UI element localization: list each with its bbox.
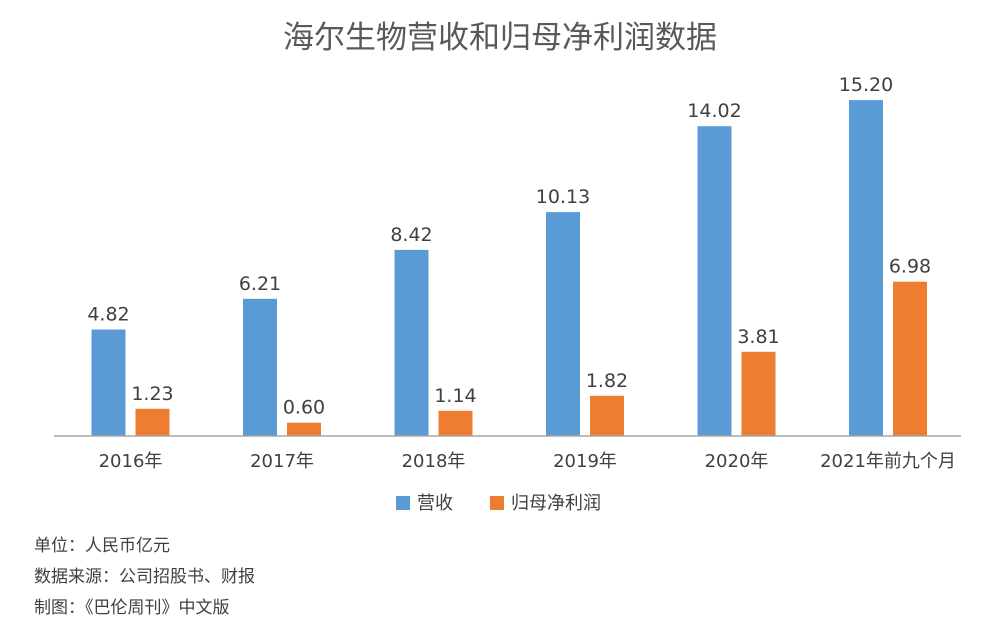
- bar-revenue-5: [849, 100, 883, 436]
- bar-revenue-2: [394, 249, 429, 436]
- x-tick-label-4: 2020年: [705, 451, 769, 472]
- data-label-net-profit-5: 6.98: [889, 256, 931, 278]
- data-label-net-profit-3: 1.82: [586, 370, 628, 392]
- data-label-revenue-3: 10.13: [536, 186, 590, 208]
- legend-swatch-net-profit: [490, 496, 504, 510]
- bar-net-profit-0: [135, 408, 170, 436]
- bar-revenue-4: [697, 126, 732, 436]
- x-tick-label-5: 2021年前九个月: [820, 451, 956, 472]
- x-tick-label-2: 2018年: [402, 451, 466, 472]
- legend: 营收 归母净利润: [396, 493, 601, 514]
- data-label-revenue-1: 6.21: [239, 273, 281, 295]
- legend-label-net-profit: 归母净利润: [511, 493, 601, 514]
- data-label-revenue-4: 14.02: [687, 100, 741, 122]
- data-label-revenue-2: 8.42: [390, 224, 432, 246]
- x-tick-layer: 2016年 2017年 2018年 2019年 2020年 2021年前九个月: [99, 451, 956, 472]
- x-tick-label-1: 2017年: [250, 451, 314, 472]
- data-label-net-profit-2: 1.14: [434, 385, 476, 407]
- bar-revenue-0: [91, 329, 126, 436]
- x-tick-label-0: 2016年: [99, 451, 163, 472]
- data-label-net-profit-4: 3.81: [737, 326, 779, 348]
- bar-net-profit-5: [893, 281, 927, 436]
- credit-note: 制图：《巴伦周刊》中文版: [34, 598, 230, 618]
- source-note: 数据来源：公司招股书、财报: [34, 567, 255, 587]
- bar-net-profit-4: [741, 351, 776, 436]
- legend-swatch-revenue: [396, 496, 410, 510]
- unit-note: 单位：人民币亿元: [34, 536, 170, 556]
- data-label-revenue-0: 4.82: [87, 304, 129, 326]
- bar-net-profit-3: [590, 395, 624, 436]
- chart-title: 海尔生物营收和归母净利润数据: [283, 20, 717, 56]
- bar-revenue-1: [243, 298, 277, 436]
- x-tick-label-3: 2019年: [553, 451, 617, 472]
- data-label-net-profit-1: 0.60: [283, 397, 325, 419]
- bar-net-profit-2: [438, 410, 473, 436]
- legend-label-revenue: 营收: [417, 493, 453, 514]
- data-label-net-profit-0: 1.23: [131, 383, 173, 405]
- bar-net-profit-1: [287, 422, 321, 436]
- bar-revenue-3: [546, 212, 580, 436]
- bar-layer: 4.82 6.21 8.42 10.13 14.02 15.20 1.23 0.60 1.14 1…: [87, 74, 931, 436]
- data-label-revenue-5: 15.20: [839, 74, 893, 96]
